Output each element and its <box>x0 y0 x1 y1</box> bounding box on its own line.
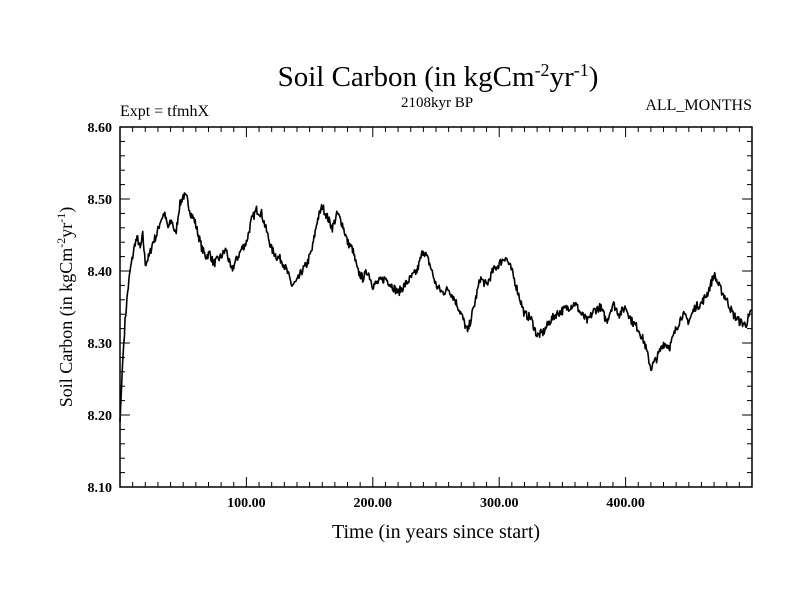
plot-frame <box>119 126 753 488</box>
x-tick-label: 100.00 <box>227 496 266 511</box>
x-axis-label: Time (in years since start) <box>332 521 540 543</box>
ylabel-mid: yr <box>56 223 76 238</box>
subtitle-experiment: Expt = tfmhX <box>120 103 209 120</box>
title-mid: yr <box>550 61 575 93</box>
title-sup-2: -1 <box>574 60 589 80</box>
ylabel-sup-2: -1 <box>54 213 68 223</box>
x-tick-label: 200.00 <box>354 496 393 511</box>
title-sup-1: -2 <box>535 60 550 80</box>
axis-ticks <box>120 127 752 487</box>
y-tick-label: 8.10 <box>88 481 113 496</box>
y-tick-label: 8.60 <box>88 121 113 136</box>
subtitle-period: 2108kyr BP <box>401 95 473 111</box>
ylabel-sup-1: -2 <box>54 238 68 248</box>
ylabel-base: Soil Carbon (in kgCm <box>56 248 77 408</box>
title-end: ) <box>589 61 599 93</box>
chart-title: Soil Carbon (in kgCm-2yr-1) <box>278 60 599 93</box>
y-axis-label: Soil Carbon (in kgCm-2yr-1) <box>54 207 77 408</box>
y-tick-label: 8.30 <box>88 337 113 352</box>
x-tick-label: 400.00 <box>606 496 645 511</box>
x-tick-label: 300.00 <box>480 496 519 511</box>
y-tick-label: 8.20 <box>88 409 113 424</box>
subtitle-months: ALL_MONTHS <box>645 97 752 114</box>
y-tick-label: 8.40 <box>88 265 113 280</box>
ylabel-end: ) <box>56 207 77 213</box>
y-tick-label: 8.50 <box>88 193 113 208</box>
axis-tick-labels: 100.00 200.00 300.00 400.00 8.10 8.20 8.30 8.40… <box>88 121 645 511</box>
series-line-soil-carbon <box>119 192 753 423</box>
title-base: Soil Carbon (in kgCm <box>278 61 535 93</box>
